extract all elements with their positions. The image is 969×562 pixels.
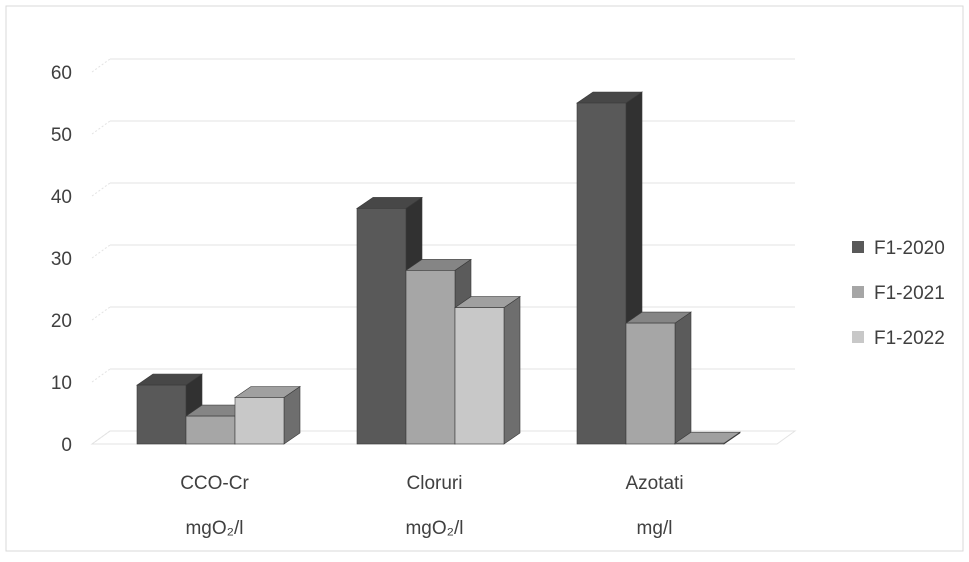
y-tick-label: 20 [51, 311, 72, 332]
y-tick-label: 0 [61, 435, 72, 456]
x-category-unit: mgO₂/l [185, 518, 243, 539]
legend-item-f1-2020: F1-2020 [852, 238, 945, 259]
bar-f1-2022-cloruri [454, 296, 521, 445]
y-tick-label: 50 [51, 125, 72, 146]
bar-f1-2021-azotati [625, 311, 692, 445]
x-category-label: Cloruri [407, 473, 463, 494]
x-category-label: Azotati [625, 473, 683, 494]
bar-f1-2022-azotati [674, 431, 741, 445]
x-category-label: CCO-Cr [180, 473, 249, 494]
y-tick-label: 30 [51, 249, 72, 270]
chart-border [5, 5, 964, 552]
legend-swatch [852, 286, 864, 298]
y-tick-label: 40 [51, 187, 72, 208]
bar-f1-2020-cco-cr [136, 373, 203, 445]
legend-swatch [852, 331, 864, 343]
y-tick-label: 60 [51, 63, 72, 84]
bar-f1-2022-cco-cr [234, 385, 301, 445]
legend-label: F1-2021 [874, 283, 945, 304]
legend-item-f1-2022: F1-2022 [852, 328, 945, 349]
legend-label: F1-2022 [874, 328, 945, 349]
bars [136, 91, 741, 445]
floor [90, 430, 797, 445]
legend-item-f1-2021: F1-2021 [852, 283, 945, 304]
legend: F1-2020 F1-2021 F1-2022 [852, 238, 945, 349]
legend-label: F1-2020 [874, 238, 945, 259]
y-axis-tick-labels: 0 10 20 30 40 50 60 [51, 63, 72, 456]
legend-swatch [852, 241, 864, 253]
x-axis-category-labels: CCO-Cr mgO₂/l Cloruri mgO₂/l Azotati mg/l [180, 473, 683, 539]
y-tick-label: 10 [51, 373, 72, 394]
x-category-unit: mg/l [637, 518, 673, 539]
x-category-unit: mgO₂/l [405, 518, 463, 539]
